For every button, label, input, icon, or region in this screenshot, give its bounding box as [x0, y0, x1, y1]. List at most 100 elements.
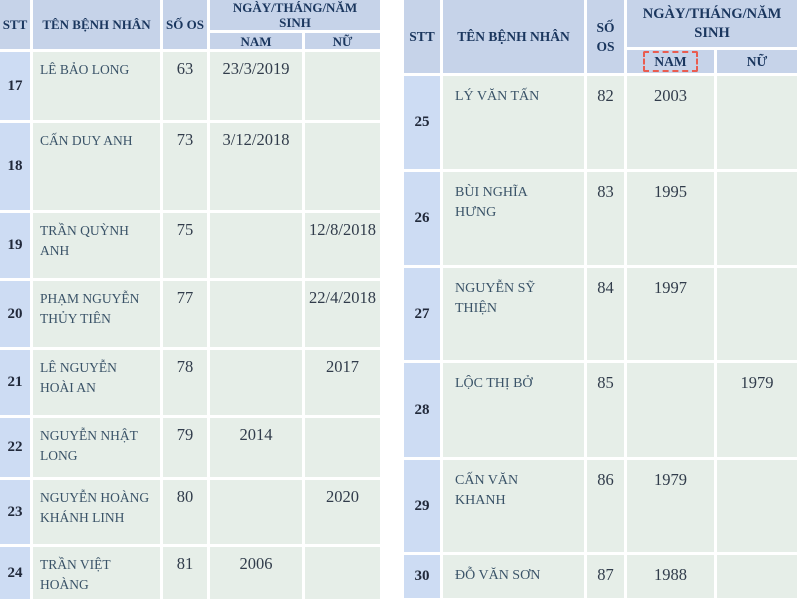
- cell-patient-name: LÊ BẢO LONG: [33, 52, 163, 123]
- male-header-highlight-box: NAM: [643, 51, 698, 72]
- cell-patient-name: NGUYỄN SỸ THIỆN: [443, 268, 587, 363]
- cell-dob-male: 2014: [210, 418, 305, 480]
- cell-dob-male: 3/12/2018: [210, 123, 305, 213]
- cell-os-number: 80: [163, 480, 210, 547]
- cell-stt: 20: [0, 281, 33, 350]
- cell-dob-female: [305, 123, 383, 213]
- cell-os-number: 86: [587, 460, 627, 555]
- cell-dob-female: [305, 52, 383, 123]
- cell-os-number: 85: [587, 363, 627, 460]
- cell-patient-name: ĐỖ VĂN SƠN: [443, 555, 587, 601]
- col-header-stt: STT: [0, 0, 33, 52]
- cell-os-number: 63: [163, 52, 210, 123]
- col-header-male: NAM: [210, 33, 305, 52]
- col-header-male: NAM: [627, 50, 717, 76]
- patient-table-right: STT TÊN BỆNH NHÂN SỐ OS NGÀY/THÁNG/NĂM S…: [404, 0, 800, 601]
- cell-stt: 21: [0, 350, 33, 418]
- cell-patient-name: LÝ VĂN TẤN: [443, 76, 587, 172]
- cell-stt: 24: [0, 547, 33, 602]
- cell-dob-female: 1979: [717, 363, 800, 460]
- table-row: 23 NGUYỄN HOÀNG KHÁNH LINH 80 2020: [0, 480, 383, 547]
- cell-stt: 25: [404, 76, 443, 172]
- table-row: 27 NGUYỄN SỸ THIỆN 84 1997: [404, 268, 800, 363]
- col-header-stt: STT: [404, 0, 443, 76]
- table-row: 30 ĐỖ VĂN SƠN 87 1988: [404, 555, 800, 601]
- cell-dob-male: 2006: [210, 547, 305, 602]
- cell-dob-female: 22/4/2018: [305, 281, 383, 350]
- table-row: 19 TRẦN QUỲNH ANH 75 12/8/2018: [0, 213, 383, 281]
- cell-dob-male: 23/3/2019: [210, 52, 305, 123]
- cell-dob-male: 2003: [627, 76, 717, 172]
- cell-dob-male: 1995: [627, 172, 717, 268]
- col-header-patient-name: TÊN BỆNH NHÂN: [33, 0, 163, 52]
- cell-os-number: 87: [587, 555, 627, 601]
- col-header-date-of-birth: NGÀY/THÁNG/NĂM SINH: [627, 0, 800, 50]
- cell-patient-name: TRẦN QUỲNH ANH: [33, 213, 163, 281]
- cell-os-number: 82: [587, 76, 627, 172]
- cell-dob-female: 2020: [305, 480, 383, 547]
- cell-dob-female: [717, 555, 800, 601]
- table-row: 18 CẤN DUY ANH 73 3/12/2018: [0, 123, 383, 213]
- cell-os-number: 73: [163, 123, 210, 213]
- table-row: 29 CẤN VĂN KHANH 86 1979: [404, 460, 800, 555]
- cell-os-number: 81: [163, 547, 210, 602]
- cell-stt: 22: [0, 418, 33, 480]
- table-row: 22 NGUYỄN NHẬT LONG 79 2014: [0, 418, 383, 480]
- cell-stt: 17: [0, 52, 33, 123]
- cell-patient-name: CẤN DUY ANH: [33, 123, 163, 213]
- cell-patient-name: PHẠM NGUYỄN THỦY TIÊN: [33, 281, 163, 350]
- cell-stt: 27: [404, 268, 443, 363]
- cell-patient-name: NGUYỄN NHẬT LONG: [33, 418, 163, 480]
- cell-dob-male: [210, 350, 305, 418]
- cell-dob-female: [717, 76, 800, 172]
- cell-stt: 29: [404, 460, 443, 555]
- cell-stt: 18: [0, 123, 33, 213]
- col-header-female: NỮ: [717, 50, 800, 76]
- col-header-os-number: SỐ OS: [163, 0, 210, 52]
- table-header: STT TÊN BỆNH NHÂN SỐ OS NGÀY/THÁNG/NĂM S…: [0, 0, 383, 52]
- cell-stt: 23: [0, 480, 33, 547]
- cell-dob-female: [305, 418, 383, 480]
- table-row: 20 PHẠM NGUYỄN THỦY TIÊN 77 22/4/2018: [0, 281, 383, 350]
- col-header-os-number: SỐ OS: [587, 0, 627, 76]
- table-row: 17 LÊ BẢO LONG 63 23/3/2019: [0, 52, 383, 123]
- cell-dob-female: [717, 172, 800, 268]
- cell-dob-female: 2017: [305, 350, 383, 418]
- cell-patient-name: LỘC THỊ BỞ: [443, 363, 587, 460]
- cell-stt: 26: [404, 172, 443, 268]
- table-row: 25 LÝ VĂN TẤN 82 2003: [404, 76, 800, 172]
- cell-os-number: 78: [163, 350, 210, 418]
- cell-dob-male: 1988: [627, 555, 717, 601]
- cell-dob-female: [717, 268, 800, 363]
- cell-os-number: 75: [163, 213, 210, 281]
- patient-table-left: STT TÊN BỆNH NHÂN SỐ OS NGÀY/THÁNG/NĂM S…: [0, 0, 383, 602]
- cell-stt: 30: [404, 555, 443, 601]
- col-header-female: NỮ: [305, 33, 383, 52]
- cell-dob-female: [717, 460, 800, 555]
- cell-stt: 19: [0, 213, 33, 281]
- cell-dob-male: [627, 363, 717, 460]
- cell-dob-female: [305, 547, 383, 602]
- table-row: 28 LỘC THỊ BỞ 85 1979: [404, 363, 800, 460]
- cell-patient-name: TRẦN VIỆT HOÀNG: [33, 547, 163, 602]
- col-header-patient-name: TÊN BỆNH NHÂN: [443, 0, 587, 76]
- cell-patient-name: LÊ NGUYỄN HOÀI AN: [33, 350, 163, 418]
- cell-dob-male: [210, 480, 305, 547]
- cell-os-number: 79: [163, 418, 210, 480]
- cell-stt: 28: [404, 363, 443, 460]
- cell-os-number: 83: [587, 172, 627, 268]
- cell-dob-female: 12/8/2018: [305, 213, 383, 281]
- cell-os-number: 84: [587, 268, 627, 363]
- table-header: STT TÊN BỆNH NHÂN SỐ OS NGÀY/THÁNG/NĂM S…: [404, 0, 800, 76]
- table-row: 21 LÊ NGUYỄN HOÀI AN 78 2017: [0, 350, 383, 418]
- cell-dob-male: 1979: [627, 460, 717, 555]
- cell-patient-name: NGUYỄN HOÀNG KHÁNH LINH: [33, 480, 163, 547]
- cell-os-number: 77: [163, 281, 210, 350]
- cell-dob-male: [210, 281, 305, 350]
- cell-patient-name: BÙI NGHĨA HƯNG: [443, 172, 587, 268]
- cell-dob-male: [210, 213, 305, 281]
- cell-patient-name: CẤN VĂN KHANH: [443, 460, 587, 555]
- col-header-date-of-birth: NGÀY/THÁNG/NĂM SINH: [210, 0, 383, 33]
- table-row: 24 TRẦN VIỆT HOÀNG 81 2006: [0, 547, 383, 602]
